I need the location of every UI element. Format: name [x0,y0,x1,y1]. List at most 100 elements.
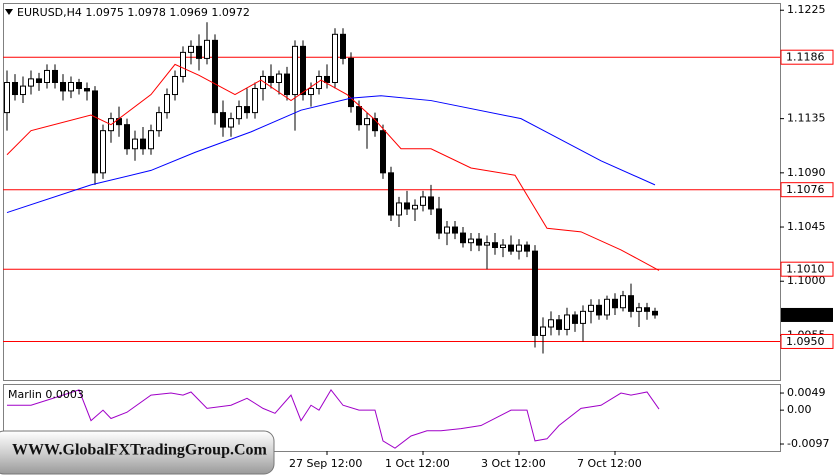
oscillator-label: Marlin 0.0003 [8,388,84,401]
x-tick-label: 7 Oct 12:00 [577,457,642,470]
candle-body [276,73,282,83]
candle-body [4,81,10,114]
candle-body [452,226,458,234]
candle-body [564,314,570,330]
candle-body [20,85,26,96]
candle-body [468,238,474,244]
candle-body [324,75,330,83]
candle-body [372,118,378,132]
ma-line [6,95,656,214]
candle-body [548,319,554,328]
candle-body [332,33,338,83]
candle-body [380,130,386,174]
candle-body [524,244,530,252]
x-tick-label: 3 Oct 12:00 [481,457,546,470]
candle-body [124,124,130,150]
candle-body [44,69,50,83]
symbol-header: EURUSD,H4 1.0975 1.0978 1.0969 1.0972 [17,6,250,19]
candle-body [356,106,362,126]
candle-body [508,244,514,252]
watermark-box [0,430,275,475]
candle-body [92,90,98,174]
ma-line [6,63,660,271]
candle-body [436,208,442,234]
oscillator-line [7,389,660,449]
x-tick-label: 1 Oct 12:00 [385,457,450,470]
candle-body [396,202,402,216]
candle-body [540,326,546,336]
candle-body [500,244,506,249]
candle-body [404,202,410,210]
candle-body [252,88,258,114]
level-label: 1.1076 [786,183,825,196]
candle-body [532,250,538,336]
candle-body [164,94,170,114]
candle-body [596,304,602,316]
candle-body [260,75,266,90]
y-tick-label: 1.1225 [787,3,826,16]
candle-body [220,112,226,128]
y-tick-label: 1.1090 [787,166,826,179]
candle-body [612,298,618,309]
candle-body [76,81,82,90]
candle-body [364,118,370,126]
candle-body [516,244,522,252]
osc-tick-label: 0.0049 [787,386,826,399]
price-box [781,307,833,322]
menu-arrow [5,9,13,15]
plot-layer: 1.12251.11351.10901.10451.10001.09550.00… [3,3,834,470]
level-label-box [780,333,834,349]
candle-body [428,196,434,210]
candle-body [68,81,74,92]
candle-body [36,78,42,83]
candle-body [628,295,634,312]
candle-body [348,57,354,108]
candle-body [212,39,218,114]
candle-body [228,118,234,128]
osc-tick-label: -0.0097 [787,437,829,450]
candle-body [588,304,594,312]
candle-body [316,75,322,90]
candle-body [100,130,106,174]
candle-body [412,204,418,210]
candle-body [300,45,306,96]
candle-body [308,88,314,96]
osc-tick-label: 0.00 [787,403,812,416]
candle-body [12,81,18,96]
candle-body [60,81,66,92]
candle-body [636,307,642,312]
last-close: 1.0972 [211,6,250,19]
candle-body [556,319,562,330]
candle-body [620,295,626,309]
candle-body [140,138,146,150]
candle-body [460,232,466,244]
candle-body [652,310,658,316]
candle-body [444,226,450,234]
candle-body [492,242,498,249]
level-label-box [780,49,834,65]
candle-body [52,69,58,83]
y-tick-label: 1.1000 [787,274,826,287]
candle-body [388,172,394,216]
oscillator-panel [3,384,781,452]
level-label-box [780,261,834,277]
candle-body [604,298,610,316]
candle-body [156,112,162,132]
symbol: EURUSD,H4 [17,6,82,19]
candle-body [172,75,178,96]
candle-body [420,196,426,206]
candle-body [284,73,290,96]
last-high: 1.0978 [127,6,166,19]
candle-body [236,106,242,120]
last-low: 1.0969 [169,6,208,19]
candle-body [244,106,250,114]
candle-body [580,310,586,324]
candle-body [132,138,138,150]
candle-body [476,238,482,246]
level-label: 1.0950 [786,335,825,348]
candle-body [572,314,578,324]
x-tick-label: 27 Sep 12:00 [289,457,362,470]
candle-body [196,45,202,59]
